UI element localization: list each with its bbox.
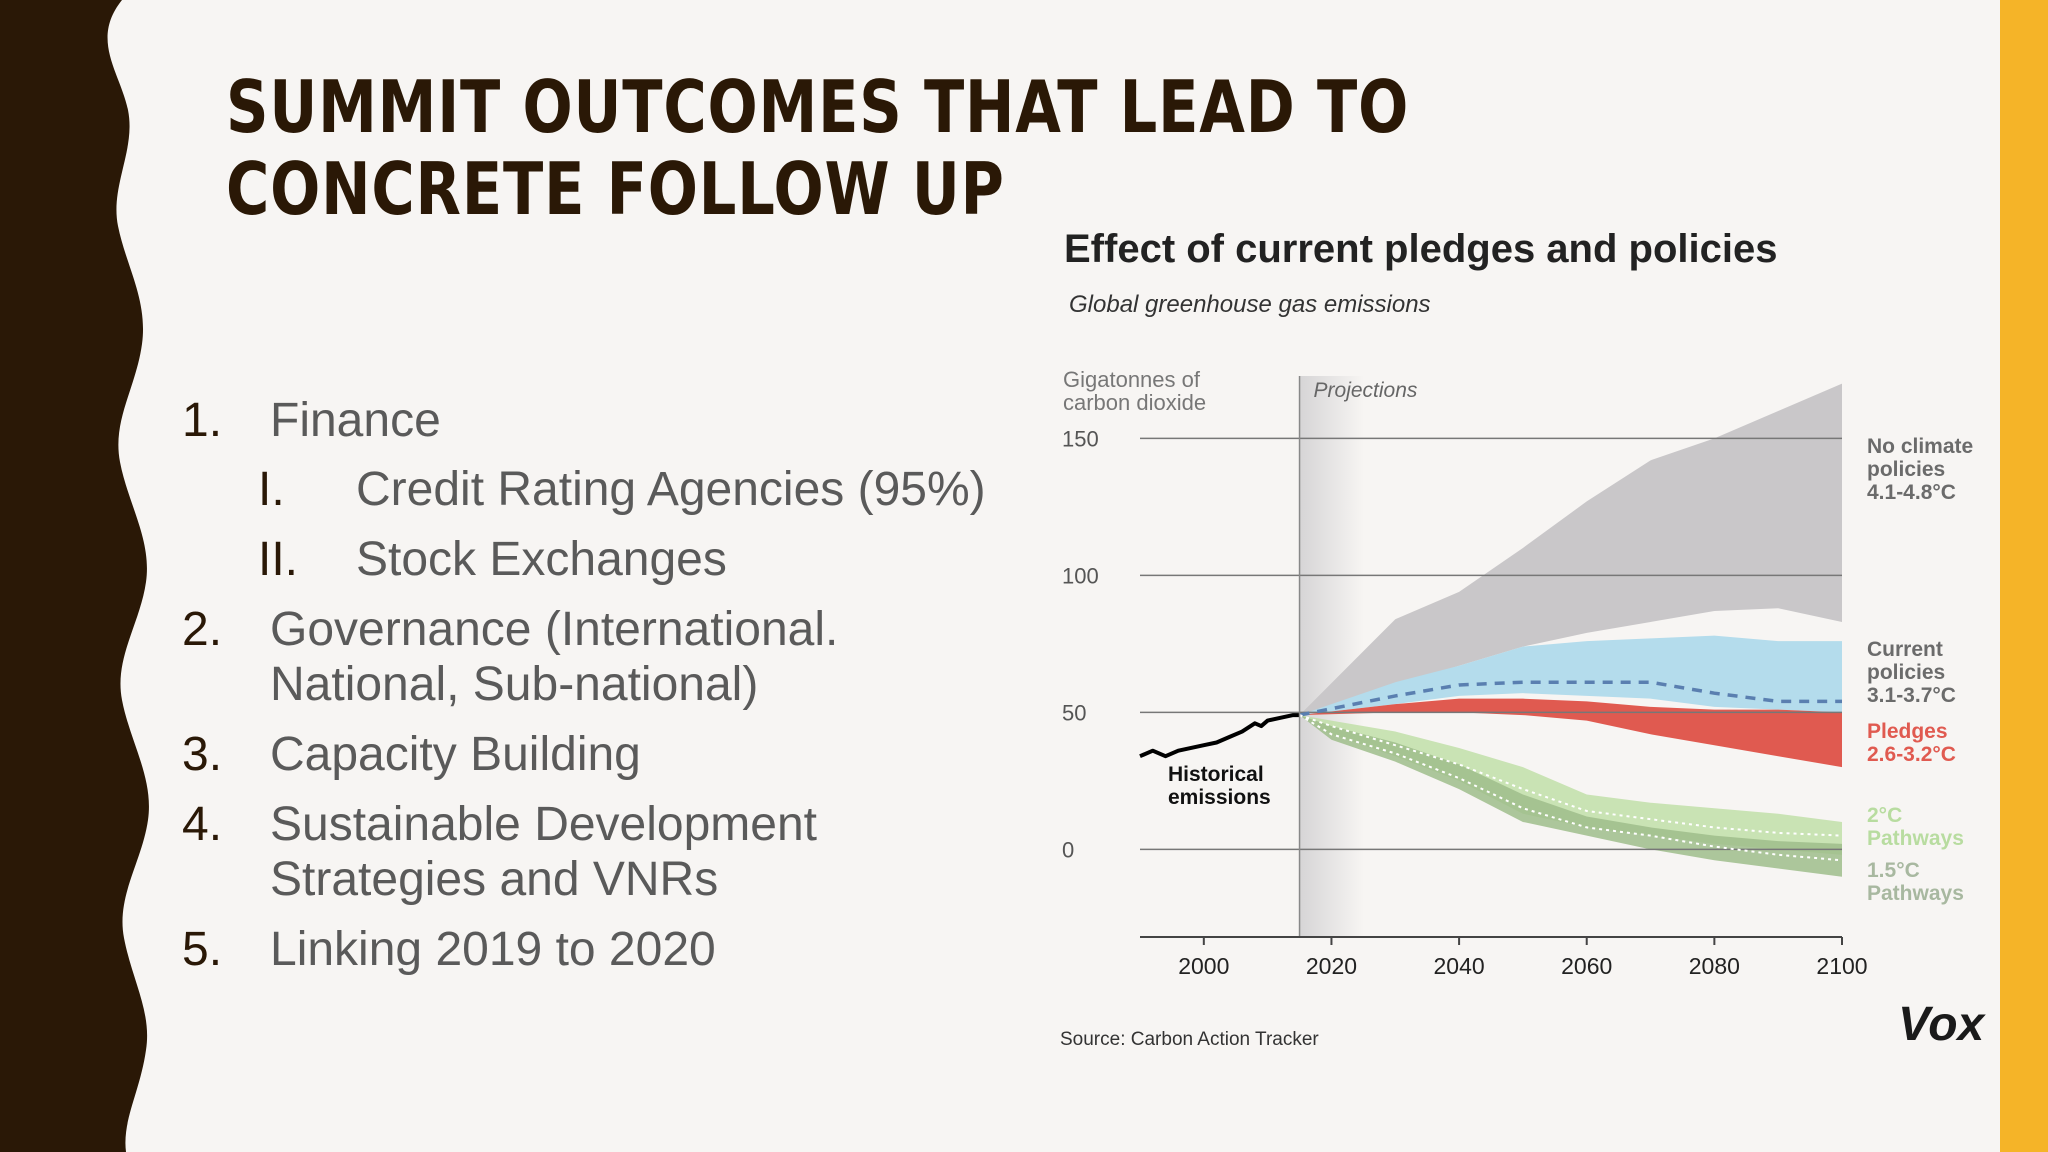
series-label-2-c-pathways: Pathways [1867,827,1964,850]
list-item-linking: Linking 2019 to 2020 [270,923,716,976]
pathway-median-line [1299,714,1843,862]
band-1-5-c-pathways [1299,715,1842,877]
series-label-no-climate-policies: policies [1867,458,1945,481]
chart-source: Source: Carbon Action Tracker [1060,1029,1319,1050]
series-label-no-climate-policies: 4.1-4.8°C [1867,481,1956,504]
sub-item-stock-exchanges: Stock Exchanges [356,533,727,586]
x-tick-label: 2000 [1178,953,1229,979]
wavy-edge [0,0,149,1152]
historical-label-line-1: Historical [1168,763,1264,786]
y-tick-label: 100 [1062,563,1099,588]
series-label-current-policies: Current [1867,638,1943,661]
x-tick-label: 2100 [1816,953,1867,979]
current-policies-median-line [1299,680,1842,717]
historical-emissions-line [1139,713,1300,759]
left-decorative-band [0,0,149,1152]
list-item-finance: Finance [270,394,441,447]
series-label-1-5-c-pathways: Pathways [1867,882,1964,905]
series-label-current-policies: policies [1867,661,1945,684]
chart-subtitle: Global greenhouse gas emissions [1069,291,1431,318]
band-current-policies [1299,635,1842,716]
band-2-c-pathways [1299,715,1842,855]
series-label-2-c-pathways: 2°C [1867,804,1902,827]
vox-logo: Vox [1898,998,1987,1051]
sub-list-number: II. [258,533,299,586]
band-no-climate-policies [1299,383,1842,716]
list-number: 1. [182,394,223,447]
x-tick-label: 2040 [1434,953,1485,979]
list-item-sustainable-line-2: Strategies and VNRs [270,853,719,906]
list-item-governance-line-2: National, Sub-national) [270,658,759,711]
sub-list-number: I. [258,463,285,516]
slide-title: SUMMIT OUTCOMES THAT LEAD TO CONCRETE FO… [226,65,1410,231]
projection-label: Projections [1314,379,1418,402]
list-item-sustainable-line-1: Sustainable Development [270,798,818,851]
list-number: 5. [182,923,223,976]
series-label-1-5-c-pathways: 1.5°C [1867,859,1920,882]
historical-label-line-2: emissions [1168,786,1271,809]
x-tick-label: 2080 [1689,953,1740,979]
series-label-pledges: Pledges [1867,720,1948,743]
y-tick-label: 150 [1062,426,1099,451]
chart-title: Effect of current pledges and policies [1064,227,1777,271]
series-label-current-policies: 3.1-3.7°C [1867,684,1956,707]
emissions-chart: Effect of current pledges and policies G… [1040,225,2020,1075]
series-label-no-climate-policies: No climate [1867,435,1973,458]
pathway-median-line [1299,714,1843,837]
x-tick-label: 2020 [1306,953,1357,979]
list-number: 4. [182,798,223,851]
list-number: 2. [182,603,223,656]
agenda-list: 1. Finance I. Credit Rating Agencies (95… [182,394,986,976]
list-number: 3. [182,728,223,781]
right-accent-band [2000,0,2048,1152]
y-axis-label-line-1: Gigatonnes of [1063,367,1201,392]
chart-canvas: Effect of current pledges and policies G… [1060,227,1987,1051]
series-label-pledges: 2.6-3.2°C [1867,743,1956,766]
y-axis-label-line-2: carbon dioxide [1063,390,1206,415]
y-tick-label: 0 [1062,837,1074,862]
list-item-governance-line-1: Governance (International. [270,603,839,656]
sub-item-credit-rating: Credit Rating Agencies (95%) [356,463,986,516]
x-tick-label: 2060 [1561,953,1612,979]
band-pledges [1299,698,1842,768]
list-item-capacity-building: Capacity Building [270,728,641,781]
y-tick-label: 50 [1062,700,1086,725]
projection-shading [1299,376,1365,937]
